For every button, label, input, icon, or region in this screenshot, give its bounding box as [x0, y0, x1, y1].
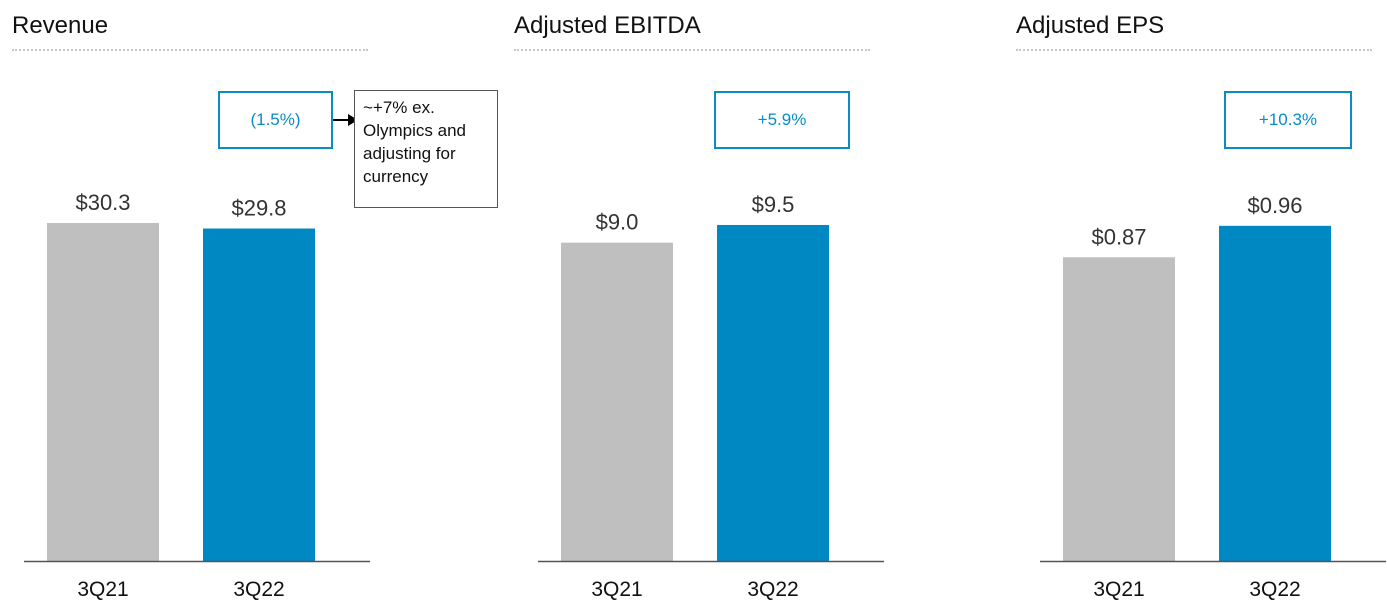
data-label: $9.0 — [596, 210, 639, 235]
category-tick-label: 3Q21 — [591, 578, 642, 601]
panel-title: Revenue — [12, 12, 109, 39]
revenue-panel: Revenue $30.3 3Q21 $29.8 3Q22 (1.5%) ~+7% e… — [12, 0, 498, 615]
panel-title: Adjusted EPS — [1016, 12, 1165, 39]
data-label: $9.5 — [752, 192, 795, 217]
bar-3q22 — [203, 228, 315, 561]
arrow-right-icon — [348, 114, 358, 126]
adjusted-eps-panel: Adjusted EPS $0.87 3Q21 $0.96 3Q22 +10.3% — [1016, 0, 1386, 615]
category-tick-label: 3Q21 — [1093, 578, 1144, 601]
category-tick-label: 3Q22 — [747, 578, 798, 601]
change-badge: (1.5%) — [218, 91, 333, 149]
footnote-box: ~+7% ex. Olympics and adjusting for curr… — [354, 90, 498, 208]
adjusted-ebitda-panel: Adjusted EBITDA $9.0 3Q21 $9.5 3Q22 +5.9% — [514, 0, 884, 615]
data-label: $0.87 — [1091, 224, 1146, 249]
bar-3q21 — [47, 222, 159, 562]
bar-3q21 — [561, 242, 673, 561]
arrow-line — [333, 119, 353, 121]
category-tick-label: 3Q22 — [233, 578, 284, 601]
panel-title: Adjusted EBITDA — [514, 12, 701, 39]
bar-3q21 — [1063, 257, 1175, 561]
adjusted-ebitda-bar-chart: $9.0 3Q21 $9.5 3Q22 — [538, 192, 884, 601]
data-label: $0.96 — [1247, 193, 1302, 218]
adjusted-eps-bar-chart: $0.87 3Q21 $0.96 3Q22 — [1040, 193, 1386, 601]
category-tick-label: 3Q22 — [1249, 578, 1300, 601]
title-divider — [12, 49, 368, 51]
title-divider — [514, 49, 870, 51]
bar-3q22 — [1219, 225, 1331, 562]
revenue-bar-chart: $30.3 3Q21 $29.8 3Q22 — [24, 190, 370, 601]
change-badge: +5.9% — [714, 91, 850, 149]
title-divider — [1016, 49, 1372, 51]
data-label: $30.3 — [75, 190, 130, 215]
category-tick-label: 3Q21 — [77, 578, 128, 601]
bar-3q22 — [717, 224, 829, 561]
data-label: $29.8 — [231, 196, 286, 221]
change-badge: +10.3% — [1224, 91, 1352, 149]
